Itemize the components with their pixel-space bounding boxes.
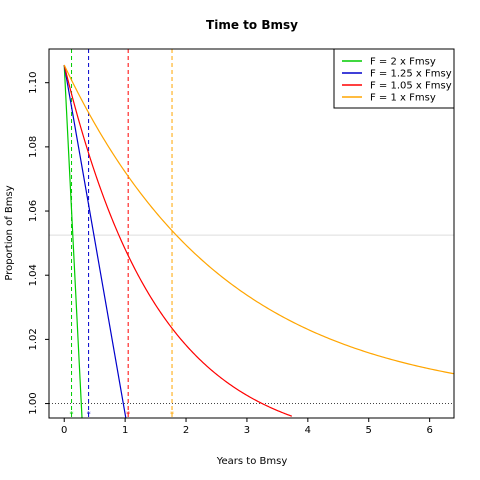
series-group: * * * * <box>49 49 454 419</box>
marker-symbol-2: * <box>87 410 91 419</box>
y-tick-label: 1.06 <box>28 200 39 222</box>
marker-symbol-1: * <box>70 410 74 419</box>
x-tick-label: 2 <box>183 425 189 436</box>
y-tick-label: 1.02 <box>28 328 39 350</box>
series-line-3 <box>63 64 293 417</box>
y-tick-label: 1.00 <box>28 392 39 414</box>
x-tick-label: 4 <box>305 425 311 436</box>
y-tick-label: 1.04 <box>28 264 39 286</box>
x-tick-label: 1 <box>122 425 128 436</box>
series-line-2 <box>63 64 127 418</box>
chart-title: Time to Bmsy <box>206 18 298 32</box>
legend-label-2: F = 1.25 x Fmsy <box>370 69 452 80</box>
series-line-1 <box>63 65 83 418</box>
x-tick-label: 6 <box>426 425 432 436</box>
marker-symbol-4: * <box>170 410 174 419</box>
y-axis-label: Proportion of Bmsy <box>4 185 15 280</box>
y-tick-label: 1.10 <box>28 72 39 94</box>
legend-label-1: F = 2 x Fmsy <box>370 57 436 68</box>
x-tick-label: 3 <box>244 425 250 436</box>
x-tick-label: 0 <box>61 425 67 436</box>
legend-label-3: F = 1.05 x Fmsy <box>370 81 452 92</box>
marker-symbol-3: * <box>126 410 130 419</box>
series-line-4 <box>63 64 454 375</box>
plot-frame <box>48 48 455 419</box>
x-axis-label: Years to Bmsy <box>216 456 288 467</box>
plot-area: * * * *0 1 2 3 4 5 61.001.021.041.061.081.10 <box>28 48 455 436</box>
legend-label-4: F = 1 x Fmsy <box>370 93 436 104</box>
legend-box <box>333 48 455 109</box>
y-tick-label: 1.08 <box>28 136 39 158</box>
x-tick-label: 5 <box>366 425 372 436</box>
